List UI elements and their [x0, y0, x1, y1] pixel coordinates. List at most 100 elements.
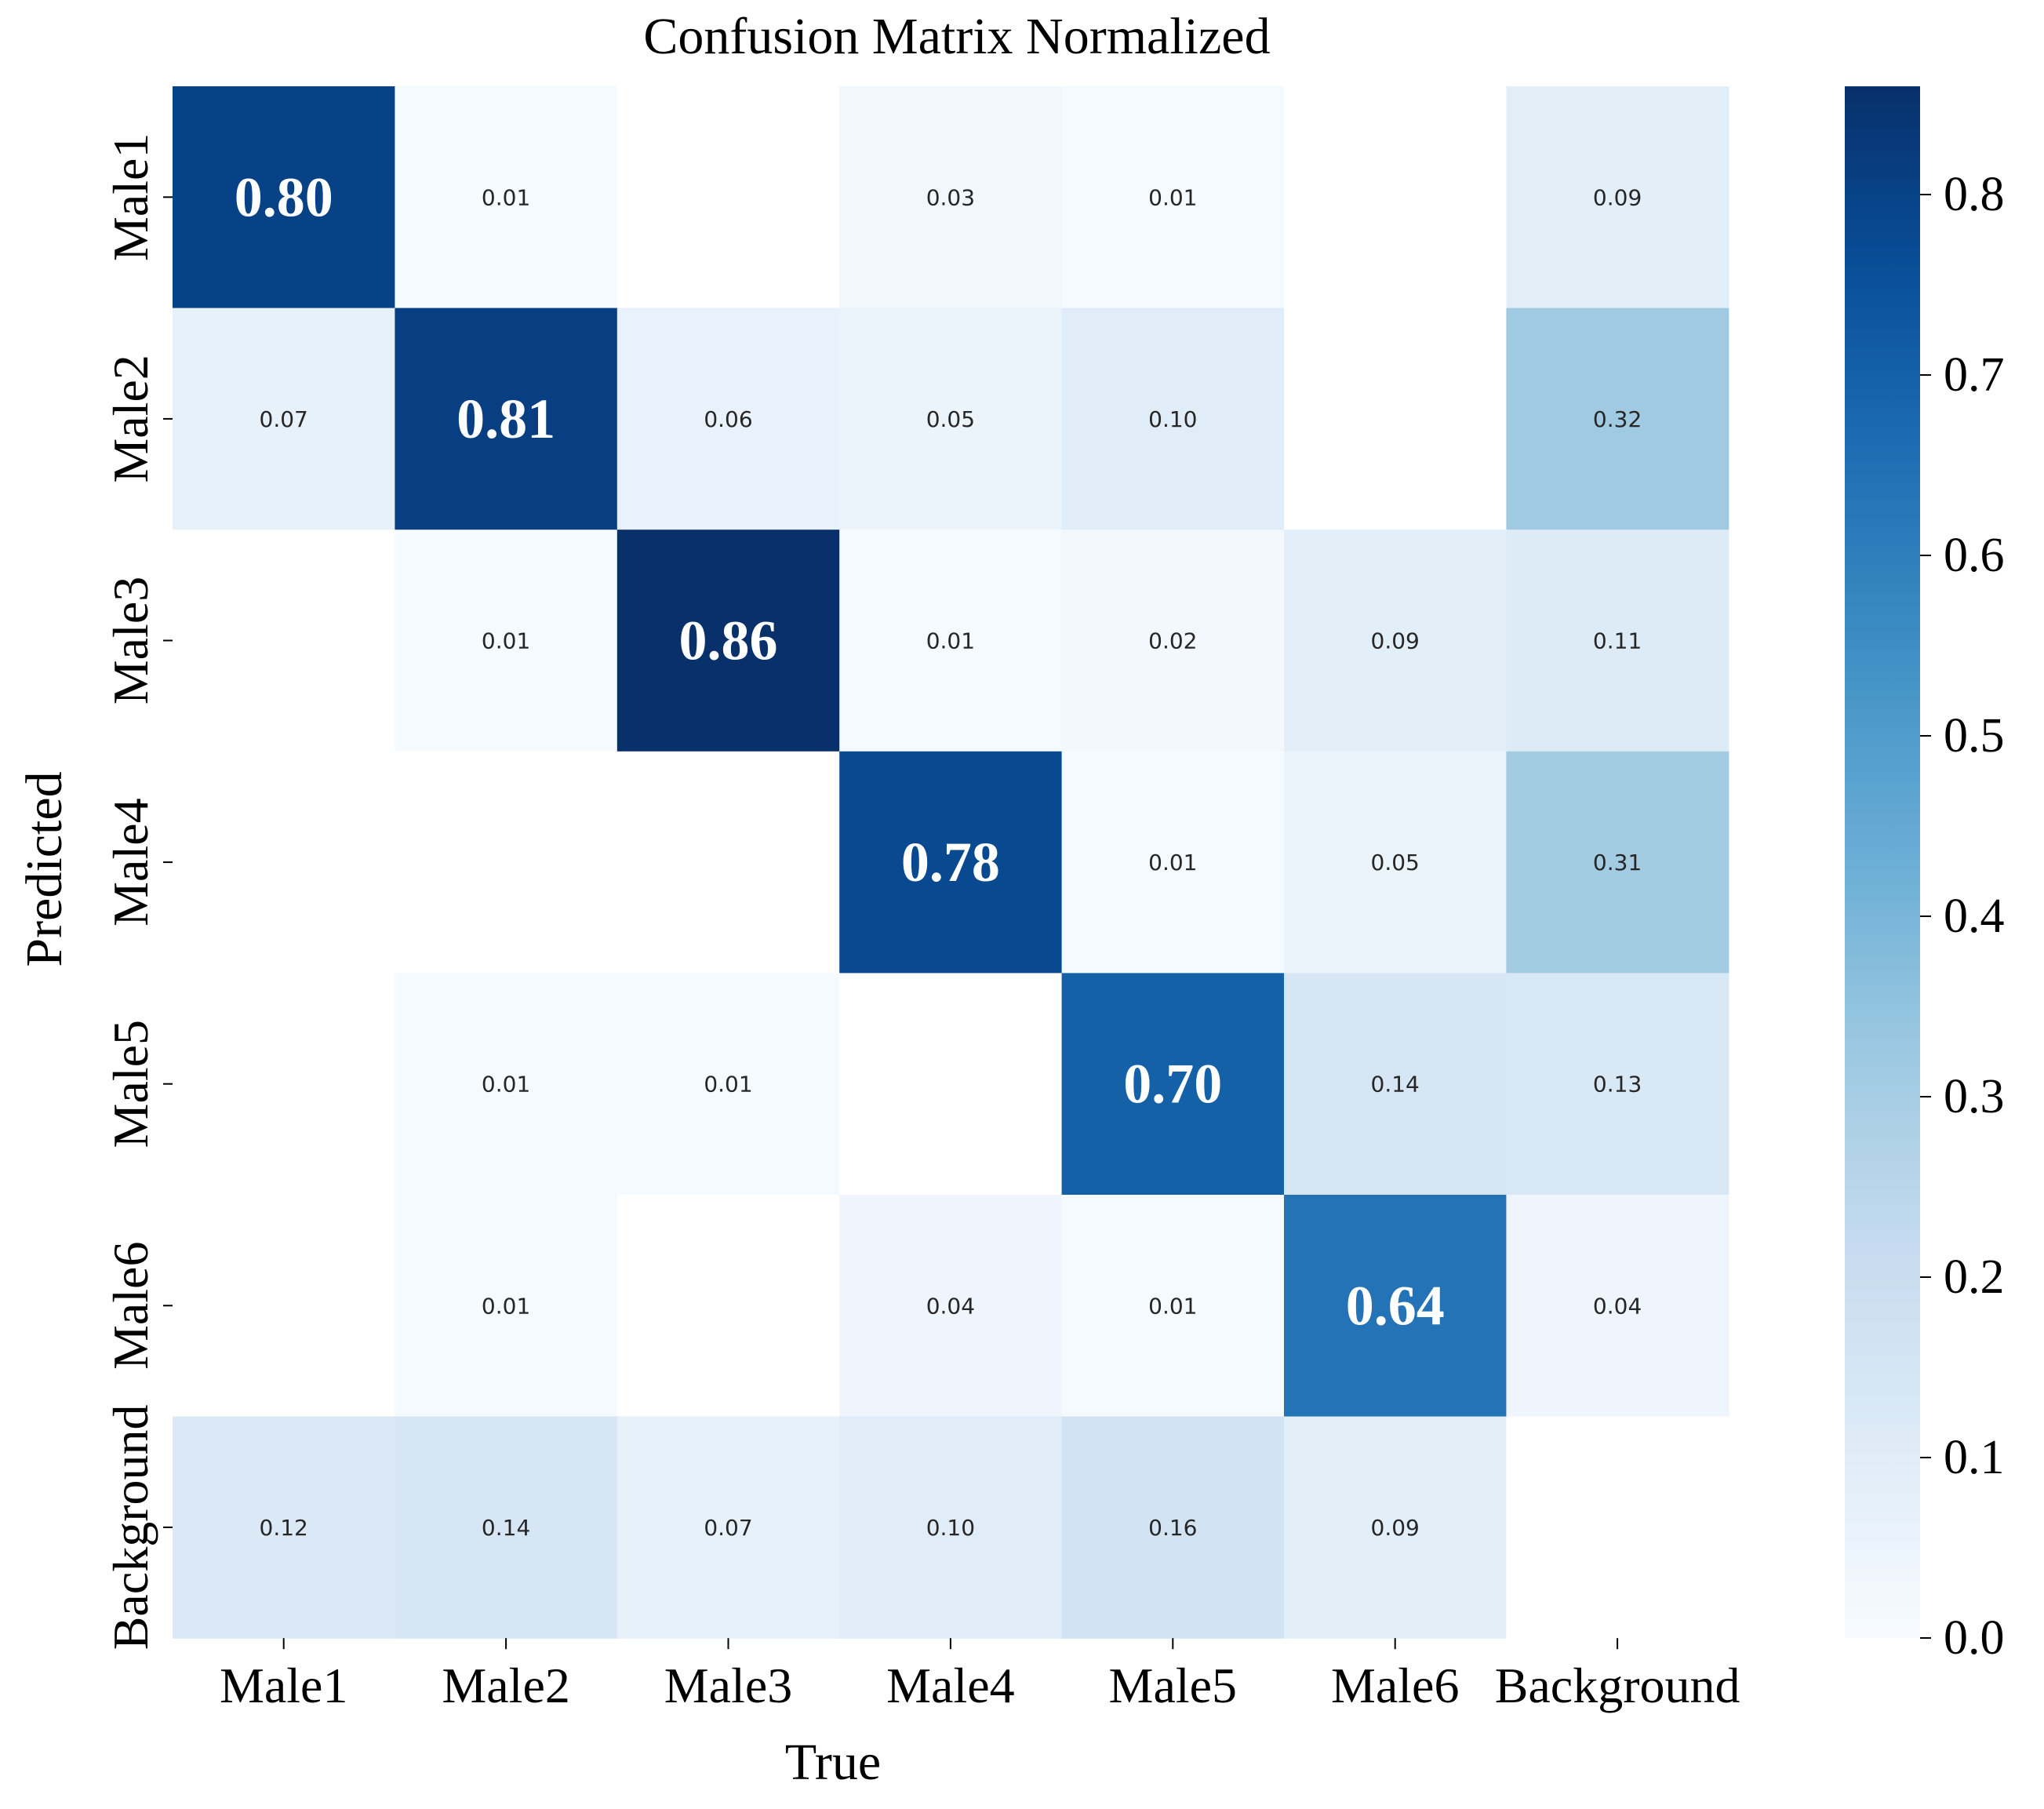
- x-tick-label: Male1: [220, 1658, 348, 1713]
- heatmap-cell: [173, 308, 395, 530]
- heatmap-cell: [1506, 751, 1729, 974]
- colorbar-tick-label: 0.5: [1944, 709, 2005, 763]
- cell-value-label: 0.01: [704, 1072, 752, 1097]
- cell-value-label: 0.70: [1123, 1053, 1222, 1116]
- heatmap-cell: [1061, 973, 1285, 1196]
- heatmap-cell: [839, 1416, 1063, 1639]
- cell-value-label: 0.09: [1371, 1515, 1420, 1541]
- heatmap-cell: [395, 86, 618, 309]
- heatmap-cell: [616, 530, 840, 752]
- colorbar-tick-label: 0.6: [1944, 529, 2005, 582]
- heatmap-cell: [616, 1416, 840, 1639]
- cell-value-label: 0.10: [926, 1515, 975, 1541]
- cell-value-label: 0.04: [926, 1293, 975, 1319]
- colorbar-tick-label: 0.7: [1944, 348, 2005, 402]
- cell-value-label: 0.04: [1593, 1293, 1642, 1319]
- cell-value-label: 0.10: [1148, 406, 1197, 432]
- cell-value-label: 0.05: [926, 406, 975, 432]
- heatmap-cell: [1506, 86, 1729, 309]
- heatmap-cell: [1284, 1195, 1507, 1418]
- heatmap-cell: [1061, 308, 1285, 530]
- x-tick-label: Background: [1495, 1658, 1740, 1713]
- y-axis-ticks: Male1 Male2 Male3 Male4 Male5 Male6 Background: [103, 133, 173, 1650]
- cell-value-label: 0.07: [260, 406, 308, 432]
- y-tick-label: Male3: [103, 577, 158, 705]
- heatmap-cell: [1506, 1195, 1729, 1418]
- cell-value-label: 0.32: [1593, 406, 1642, 432]
- cell-value-label: 0.01: [1148, 184, 1197, 210]
- cell-value-label: 0.16: [1148, 1515, 1197, 1541]
- heatmap-cell: [616, 751, 840, 974]
- heatmap-cell: [395, 1195, 618, 1418]
- heatmap-cell: [395, 751, 618, 974]
- cell-value-label: 0.12: [260, 1515, 308, 1541]
- colorbar-tick-label: 0.8: [1944, 168, 2005, 221]
- y-tick-label: Male4: [103, 798, 158, 926]
- colorbar-tick-label: 0.3: [1944, 1070, 2005, 1123]
- heatmap-cell: [173, 751, 395, 974]
- cell-value-label: 0.01: [482, 184, 530, 210]
- cell-value-labels: 0.80 0.01 0.03 0.01 0.09 0.07 0.81 0.06 0.05 0.10…: [235, 166, 1642, 1541]
- heatmap-cell: [616, 86, 840, 309]
- x-tick-label: Male2: [442, 1658, 570, 1713]
- cell-value-label: 0.86: [679, 610, 778, 672]
- heatmap-cell: [1061, 1416, 1285, 1639]
- cell-value-label: 0.01: [482, 628, 530, 654]
- cell-value-label: 0.14: [482, 1515, 530, 1541]
- heatmap-cell: [173, 86, 395, 309]
- heatmap-cell: [1061, 751, 1285, 974]
- heatmap-cell: [839, 86, 1063, 309]
- colorbar-tick-label: 0.2: [1944, 1250, 2005, 1304]
- cell-value-label: 0.14: [1371, 1072, 1420, 1097]
- heatmap-cell: [1506, 973, 1729, 1196]
- heatmap-cell: [1284, 973, 1507, 1196]
- heatmap-cells: [173, 86, 1729, 1639]
- colorbar-tick-label: 0.4: [1944, 890, 2005, 943]
- colorbar: [1845, 86, 1920, 1638]
- x-tick-label: Male6: [1331, 1658, 1460, 1713]
- cell-value-label: 0.09: [1371, 628, 1420, 654]
- cell-value-label: 0.11: [1593, 628, 1642, 654]
- heatmap-cell: [395, 1416, 618, 1639]
- heatmap-cell: [395, 973, 618, 1196]
- heatmap-cell: [173, 1195, 395, 1418]
- heatmap-cell: [616, 308, 840, 530]
- heatmap-cell: [1061, 1195, 1285, 1418]
- cell-value-label: 0.81: [456, 388, 555, 450]
- cell-value-label: 0.01: [1148, 1293, 1197, 1319]
- cell-value-label: 0.01: [482, 1072, 530, 1097]
- heatmap-cell: [395, 308, 618, 530]
- cell-value-label: 0.03: [926, 184, 975, 210]
- heatmap-cell: [173, 973, 395, 1196]
- heatmap-cell: [173, 1416, 395, 1639]
- heatmap-cell: [1284, 86, 1507, 309]
- x-tick-label: Male4: [886, 1658, 1015, 1713]
- colorbar-ticks: 0.0 0.1 0.2 0.3 0.4 0.5 0.6 0.7 0.8: [1920, 168, 2005, 1665]
- heatmap-cell: [1506, 530, 1729, 752]
- heatmap-cell: [395, 530, 618, 752]
- x-tick-label: Male3: [664, 1658, 793, 1713]
- y-tick-label: Background: [103, 1404, 158, 1650]
- cell-value-label: 0.80: [235, 166, 333, 228]
- heatmap-cell: [1284, 751, 1507, 974]
- y-tick-label: Male2: [103, 355, 158, 483]
- heatmap-cell: [839, 308, 1063, 530]
- cell-value-label: 0.31: [1593, 850, 1642, 875]
- cell-value-label: 0.07: [704, 1515, 752, 1541]
- heatmap-cell: [1061, 530, 1285, 752]
- heatmap-cell: [1284, 308, 1507, 530]
- y-tick-label: Male1: [103, 133, 158, 261]
- y-tick-label: Male6: [103, 1242, 158, 1370]
- cell-value-label: 0.01: [1148, 850, 1197, 875]
- y-axis-label: Predicted: [16, 771, 73, 966]
- heatmap-cell: [1506, 1416, 1729, 1639]
- cell-value-label: 0.01: [926, 628, 975, 654]
- heatmap-cell: [173, 530, 395, 752]
- chart-title: Confusion Matrix Normalized: [643, 8, 1270, 65]
- cell-value-label: 0.06: [704, 406, 752, 432]
- heatmap-cell: [616, 973, 840, 1196]
- cell-value-label: 0.09: [1593, 184, 1642, 210]
- cell-value-label: 0.64: [1346, 1274, 1445, 1337]
- cell-value-label: 0.78: [901, 831, 1000, 894]
